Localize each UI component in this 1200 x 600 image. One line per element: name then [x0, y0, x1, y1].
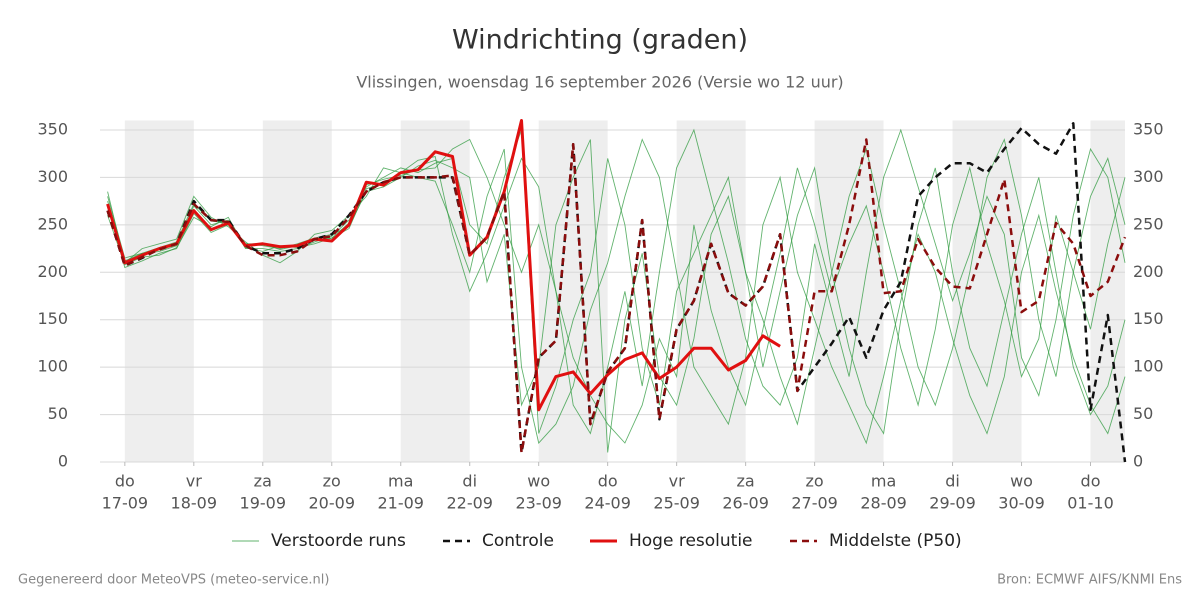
- chart-title: Windrichting (graden): [452, 25, 748, 56]
- y2-tick-label: 300: [1133, 167, 1164, 186]
- day-shade: [262, 120, 332, 462]
- x-tick-label: 20-09: [309, 494, 356, 513]
- y-tick-label: 100: [37, 357, 68, 376]
- x-tick-label: za: [737, 472, 755, 491]
- series-line: [106, 138, 1127, 454]
- x-tick-label: ma: [871, 472, 896, 491]
- x-tick-label: 29-09: [929, 494, 976, 513]
- y2-tick-label: 250: [1133, 214, 1164, 233]
- x-tick-label: 26-09: [722, 494, 769, 513]
- chart-subtitle: Vlissingen, woensdag 16 september 2026 (…: [356, 73, 843, 92]
- x-tick-label: 21-09: [377, 494, 424, 513]
- x-tick-label: 18-09: [171, 494, 218, 513]
- y2-tick-label: 100: [1133, 357, 1164, 376]
- y2-tick-label: 50: [1133, 404, 1153, 423]
- x-tick-label: zo: [323, 472, 341, 491]
- day-shade: [124, 120, 194, 462]
- x-tick-label: 23-09: [515, 494, 562, 513]
- x-tick-label: 27-09: [791, 494, 838, 513]
- y-tick-label: 50: [48, 404, 68, 423]
- legend-label: Verstoorde runs: [271, 531, 406, 551]
- y-tick-label: 300: [37, 167, 68, 186]
- x-tick-label: 17-09: [102, 494, 149, 513]
- x-tick-label: do: [115, 472, 135, 491]
- x-tick-label: za: [254, 472, 272, 491]
- y2-tick-label: 150: [1133, 309, 1164, 328]
- x-tick-label: 24-09: [584, 494, 631, 513]
- x-tick-label: 28-09: [860, 494, 907, 513]
- x-tick-label: vr: [186, 472, 202, 491]
- legend-label: Hoge resolutie: [629, 531, 753, 551]
- y2-tick-label: 350: [1133, 119, 1164, 138]
- x-tick-label: di: [945, 472, 960, 491]
- x-tick-label: di: [462, 472, 477, 491]
- x-tick-label: 01-10: [1067, 494, 1114, 513]
- ensemble-line: [107, 129, 1126, 434]
- x-tick-label: ma: [388, 472, 413, 491]
- y-tick-label: 0: [58, 452, 68, 471]
- series-line: [106, 119, 781, 412]
- y-tick-label: 200: [37, 262, 68, 281]
- x-tick-label: vr: [669, 472, 685, 491]
- footer-right: Bron: ECMWF AIFS/KNMI Ens: [997, 573, 1182, 588]
- y-tick-label: 350: [37, 119, 68, 138]
- ensemble-line: [107, 155, 1126, 444]
- footer-left: Gegenereerd door MeteoVPS (meteo-service…: [18, 573, 329, 588]
- legend-label: Middelste (P50): [829, 531, 962, 551]
- x-tick-label: wo: [1010, 472, 1033, 491]
- x-tick-label: 30-09: [998, 494, 1045, 513]
- x-tick-label: 25-09: [653, 494, 700, 513]
- ensemble-line: [107, 138, 1126, 445]
- x-tick-label: 22-09: [446, 494, 493, 513]
- y-tick-label: 250: [37, 214, 68, 233]
- x-tick-label: do: [598, 472, 618, 491]
- x-tick-label: do: [1081, 472, 1101, 491]
- y2-tick-label: 0: [1133, 452, 1143, 471]
- y2-tick-label: 200: [1133, 262, 1164, 281]
- x-tick-label: zo: [806, 472, 824, 491]
- x-tick-label: 19-09: [240, 494, 287, 513]
- y-tick-label: 150: [37, 309, 68, 328]
- legend-label: Controle: [482, 531, 554, 551]
- x-tick-label: wo: [527, 472, 550, 491]
